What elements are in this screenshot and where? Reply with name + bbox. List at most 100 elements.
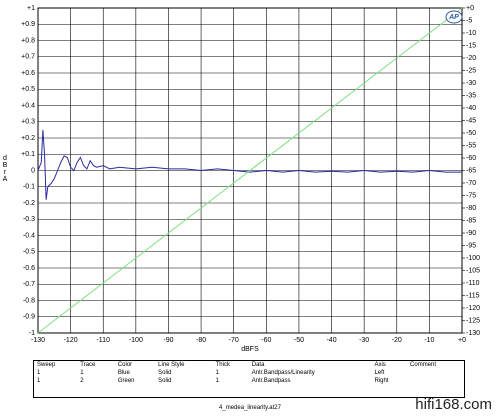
y2-tick-label: -90 — [466, 230, 476, 237]
x-tick-label: -90 — [163, 337, 173, 344]
y-tick-label: -0.9 — [23, 314, 35, 321]
table-cell: Trace — [80, 362, 96, 368]
y2-tick-label: -110 — [466, 280, 480, 287]
y2-tick-label: -10 — [466, 30, 476, 37]
y-tick-label: -0.7 — [23, 281, 35, 288]
table-cell: 1 — [215, 370, 219, 376]
logo-badge — [445, 10, 463, 24]
y2-tick-label: -105 — [466, 267, 480, 274]
y2-tick-label: -25 — [466, 67, 476, 74]
legend-table: Sweep Trace Color Line Style Thick Data Axis Co… — [33, 360, 465, 398]
table-cell: Thick — [215, 362, 230, 368]
y-tick-label: +0.3 — [21, 119, 35, 126]
x-tick-label: -60 — [261, 337, 271, 344]
table-cell: 1 — [80, 370, 84, 376]
table-cell: Right — [374, 378, 389, 384]
table-cell: Left — [374, 370, 385, 376]
y-tick-label: -0.3 — [23, 216, 35, 223]
y-tick-label: +0.1 — [21, 151, 35, 158]
y2-tick-label: -50 — [466, 130, 476, 137]
y-tick-label: +1 — [27, 5, 35, 12]
x-tick-label: -30 — [359, 337, 369, 344]
logo: AP — [448, 14, 459, 21]
y2-tick-label: -115 — [466, 292, 480, 299]
y-tick-label: -0.6 — [23, 265, 35, 272]
watermark: hifi168.com — [415, 396, 492, 413]
plot: -130 -120 -110 -100 -90 -80 -70 -60 -50 -40 -30 -20… — [21, 5, 480, 344]
table-cell: Anlr.Bandpass/Linearity — [251, 370, 315, 376]
y2-tick-label: -35 — [466, 92, 476, 99]
footer: 4_medea_linearity.at27 — [219, 405, 281, 411]
y2-tick-label: -125 — [466, 317, 480, 324]
y-tick-label: +0.5 — [21, 86, 35, 93]
y2-tick-label: -30 — [466, 80, 476, 87]
y2-tick-label: -85 — [466, 217, 476, 224]
y2-tick-label: -130 — [466, 330, 480, 337]
series-line — [37, 7, 463, 334]
y-tick-label: -0.2 — [23, 200, 35, 207]
y2-tick-label: -75 — [466, 192, 476, 199]
table-row: Sweep Trace Color Line Style Thick Data Axis Co… — [34, 361, 464, 369]
table-cell: Line Style — [158, 362, 185, 368]
table-cell: Axis — [374, 362, 386, 368]
y-tick-label: +0.8 — [21, 37, 35, 44]
y-tick-label: -1 — [29, 330, 35, 337]
table-row: 1 2 Green Solid 1 Anlr.Bandpass Right — [34, 377, 464, 385]
y-tick-label: +0.4 — [21, 102, 35, 109]
y-axis-label: dBrA — [2, 155, 9, 183]
y2-tick-label: -45 — [466, 117, 476, 124]
table-cell: 2 — [80, 378, 84, 384]
table: Sweep Trace Color Line Style Thick Data Axis Co… — [34, 361, 464, 385]
table-cell: Data — [251, 362, 265, 368]
chart: -130 -120 -110 -100 -90 -80 -70 -60 -50 -40 -30 -20… — [2, 5, 481, 353]
y2-tick-label: -70 — [466, 180, 476, 187]
table-cell: Solid — [158, 378, 172, 384]
y2-tick-label: -20 — [466, 55, 476, 62]
x-tick-label: -100 — [129, 337, 143, 344]
table-cell: 1 — [215, 378, 219, 384]
x-tick-label: -40 — [326, 337, 336, 344]
table-row: 1 1 Blue Solid 1 Anlr.Bandpass/Linearity Left — [34, 369, 464, 377]
y2-tick-label: -60 — [466, 155, 476, 162]
y2-tick-label: -55 — [466, 142, 476, 149]
y-tick-label: -0.8 — [23, 297, 35, 304]
x-tick-label: +0 — [458, 337, 466, 344]
y2-tick-label: -5 — [466, 17, 472, 24]
y-tick-label: 0 — [31, 167, 35, 174]
table-cell: 1 — [37, 370, 41, 376]
y-tick-label: -0.5 — [23, 249, 35, 256]
table-cell: 1 — [37, 378, 41, 384]
y-tick-label: +0.7 — [21, 54, 35, 61]
table-cell: Sweep — [37, 362, 56, 368]
y2-tick-label: -65 — [466, 167, 476, 174]
x-tick-label: -70 — [229, 337, 239, 344]
y2-tick-label: -80 — [466, 205, 476, 212]
x-tick-label: -130 — [31, 337, 45, 344]
y2-tick-label: -120 — [466, 305, 480, 312]
x-tick-label: -20 — [392, 337, 402, 344]
y2-tick-label: -100 — [466, 255, 480, 262]
y2-tick-label: -40 — [466, 105, 476, 112]
x-tick-label: -80 — [196, 337, 206, 344]
y2-tick-label: +0 — [466, 5, 474, 12]
table-cell: Anlr.Bandpass — [251, 378, 291, 384]
x-tick-label: -10 — [424, 337, 434, 344]
table-cell: Comment — [410, 362, 437, 368]
series-line — [37, 129, 462, 200]
y2-tick-label: -15 — [466, 42, 476, 49]
x-tick-label: -110 — [96, 337, 110, 344]
table-cell: Solid — [158, 370, 172, 376]
x-axis-label: dBFS — [241, 346, 259, 353]
y2-tick-label: -95 — [466, 242, 476, 249]
y-tick-label: +0.2 — [21, 135, 35, 142]
x-tick-label: -50 — [294, 337, 304, 344]
table-cell: Color — [117, 362, 133, 368]
y-tick-label: -0.1 — [23, 184, 35, 191]
y-tick-label: +0.6 — [21, 70, 35, 77]
x-tick-label: -120 — [64, 337, 78, 344]
y-tick-label: -0.4 — [23, 232, 35, 239]
table-cell: Blue — [117, 370, 130, 376]
table-cell: Green — [117, 378, 135, 384]
y-tick-label: +0.9 — [21, 21, 35, 28]
